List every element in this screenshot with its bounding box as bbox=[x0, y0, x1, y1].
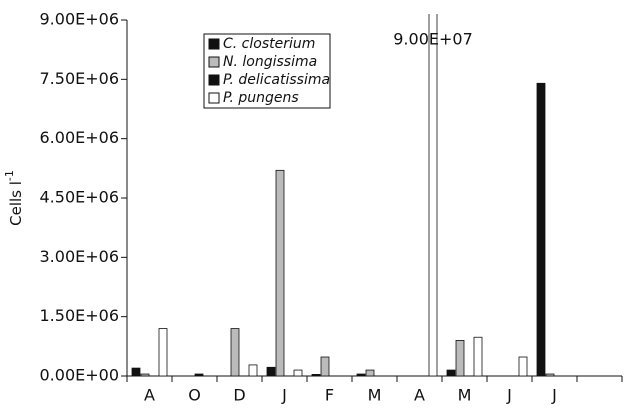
bar bbox=[320, 356, 330, 376]
bar bbox=[518, 356, 528, 376]
x-tick-label: M bbox=[458, 386, 472, 405]
bar bbox=[230, 328, 240, 376]
legend-label: C. closterium bbox=[223, 36, 315, 52]
y-tick-label: 4.50E+06 bbox=[40, 188, 120, 207]
bar bbox=[365, 369, 375, 376]
y-label-sup: -1 bbox=[3, 170, 16, 181]
legend-swatch bbox=[208, 38, 220, 50]
legend-swatch bbox=[208, 92, 220, 104]
bar bbox=[194, 373, 204, 376]
legend-label: N. longissima bbox=[223, 54, 317, 70]
x-tick-label: A bbox=[144, 386, 155, 405]
legend-box bbox=[203, 33, 331, 109]
legend-label: P. delicatissima bbox=[223, 72, 330, 88]
x-tick-label: J bbox=[551, 386, 557, 405]
bars bbox=[131, 14, 555, 376]
bar bbox=[293, 369, 303, 376]
y-tick-label: 9.00E+06 bbox=[40, 10, 120, 29]
bar bbox=[158, 328, 168, 376]
bar bbox=[473, 336, 483, 376]
y-tick-label: 7.50E+06 bbox=[40, 69, 120, 88]
y-axis-label: Cells l-1 bbox=[3, 170, 25, 226]
value-label: 9.00E+07 bbox=[393, 30, 473, 49]
bar bbox=[266, 366, 276, 376]
bar bbox=[356, 373, 366, 376]
bar bbox=[545, 373, 555, 376]
x-tick-label: A bbox=[414, 386, 425, 405]
bar bbox=[275, 169, 285, 376]
x-tick-label: F bbox=[325, 386, 334, 405]
bar bbox=[131, 367, 141, 376]
bar bbox=[248, 364, 258, 376]
bar bbox=[428, 14, 438, 376]
x-tick-label: O bbox=[188, 386, 201, 405]
y-tick-label: 0.00E+00 bbox=[40, 366, 120, 385]
y-label-main: Cells l bbox=[7, 181, 25, 226]
y-tick-label: 1.50E+06 bbox=[40, 306, 120, 325]
legend-swatch bbox=[208, 56, 220, 68]
bar bbox=[455, 339, 465, 376]
x-tick-label: D bbox=[233, 386, 245, 405]
bar bbox=[536, 82, 546, 376]
y-tick-label: 6.00E+06 bbox=[40, 128, 120, 147]
bar bbox=[311, 374, 321, 376]
bar bbox=[140, 373, 150, 376]
y-tick-label: 3.00E+06 bbox=[40, 247, 120, 266]
legend-label: P. pungens bbox=[223, 90, 299, 106]
bar bbox=[446, 369, 456, 376]
legend-swatch bbox=[208, 74, 220, 86]
x-tick-label: J bbox=[281, 386, 287, 405]
x-tick-label: J bbox=[506, 386, 512, 405]
x-tick-label: M bbox=[368, 386, 382, 405]
